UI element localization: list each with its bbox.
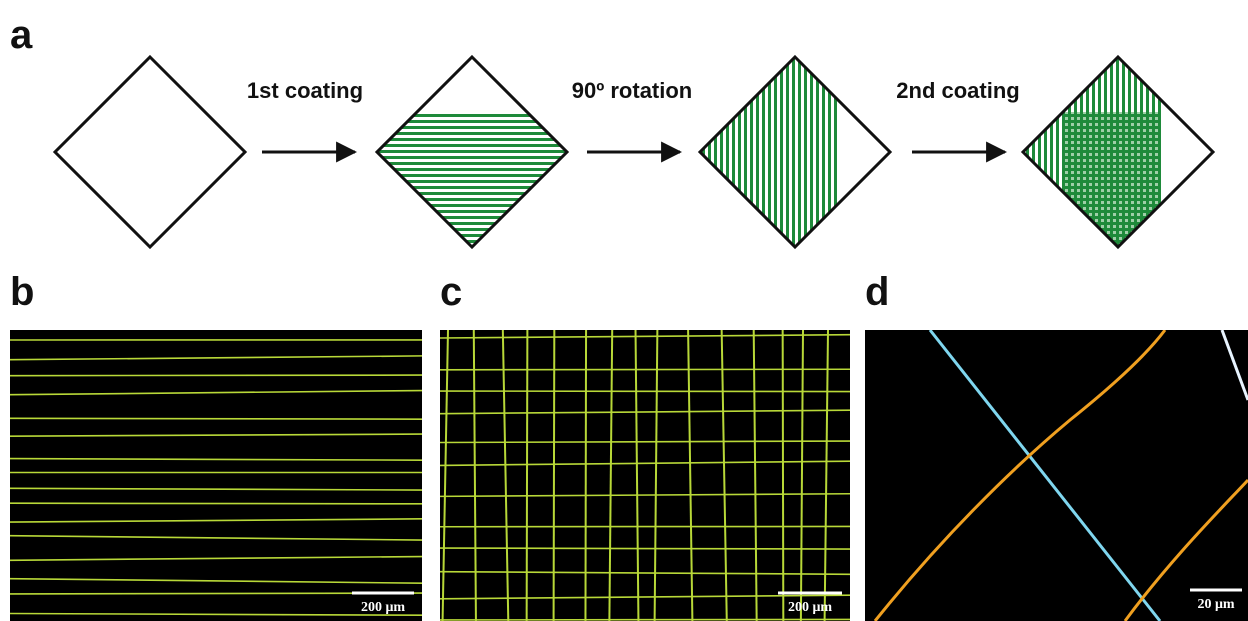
step-label: 1st coating [247, 78, 363, 103]
substrate [52, 54, 248, 250]
fiber [501, 330, 510, 621]
fiber [10, 457, 422, 461]
fiber [10, 502, 422, 505]
scale-label: 200 μm [788, 600, 832, 615]
fiber [10, 433, 422, 438]
panel-label: b [10, 270, 34, 314]
fiber [10, 417, 422, 420]
fiber [10, 518, 422, 523]
fiber [10, 487, 422, 491]
fiber [928, 330, 1162, 621]
fiber [799, 330, 805, 621]
fiber [634, 330, 640, 621]
micrograph [865, 330, 1248, 621]
fiber [608, 330, 614, 621]
fiber [1123, 478, 1248, 621]
fiber [440, 547, 850, 550]
fiber [1220, 330, 1248, 401]
fiber [440, 460, 850, 467]
fiber [10, 374, 422, 377]
substrate [374, 54, 570, 250]
fiber [10, 555, 422, 562]
fibers [440, 330, 850, 621]
fiber [687, 330, 694, 621]
fiber [440, 333, 850, 339]
fibers [873, 330, 1248, 621]
fiber [440, 368, 850, 371]
micrograph [10, 330, 422, 621]
fiber [752, 330, 758, 621]
fiber [440, 492, 850, 498]
fiber [10, 389, 422, 396]
substrate [697, 54, 893, 250]
fiber [10, 355, 422, 361]
step-label: 90º rotation [572, 78, 693, 103]
fiber [10, 534, 422, 541]
substrate [1020, 54, 1216, 250]
fiber [653, 330, 659, 621]
panel-label: c [440, 270, 462, 314]
fiber [552, 330, 556, 621]
panel-label: a [10, 13, 33, 57]
fiber [440, 409, 850, 415]
coating [700, 57, 838, 247]
fiber [781, 330, 785, 621]
panel-label: d [865, 270, 889, 314]
fiber [440, 440, 850, 444]
fiber [584, 330, 588, 621]
fiber [10, 612, 422, 617]
fiber [472, 330, 477, 621]
step-label: 2nd coating [896, 78, 1019, 103]
fibers [10, 339, 422, 617]
coating [1065, 112, 1161, 247]
fiber [441, 330, 449, 621]
fiber [525, 330, 529, 621]
scale-label: 200 μm [361, 600, 405, 615]
scale-label: 20 μm [1197, 597, 1234, 612]
fiber [720, 330, 728, 621]
micrograph [440, 330, 850, 621]
fiber [10, 577, 422, 584]
fiber [873, 330, 1167, 621]
fiber [823, 330, 830, 621]
